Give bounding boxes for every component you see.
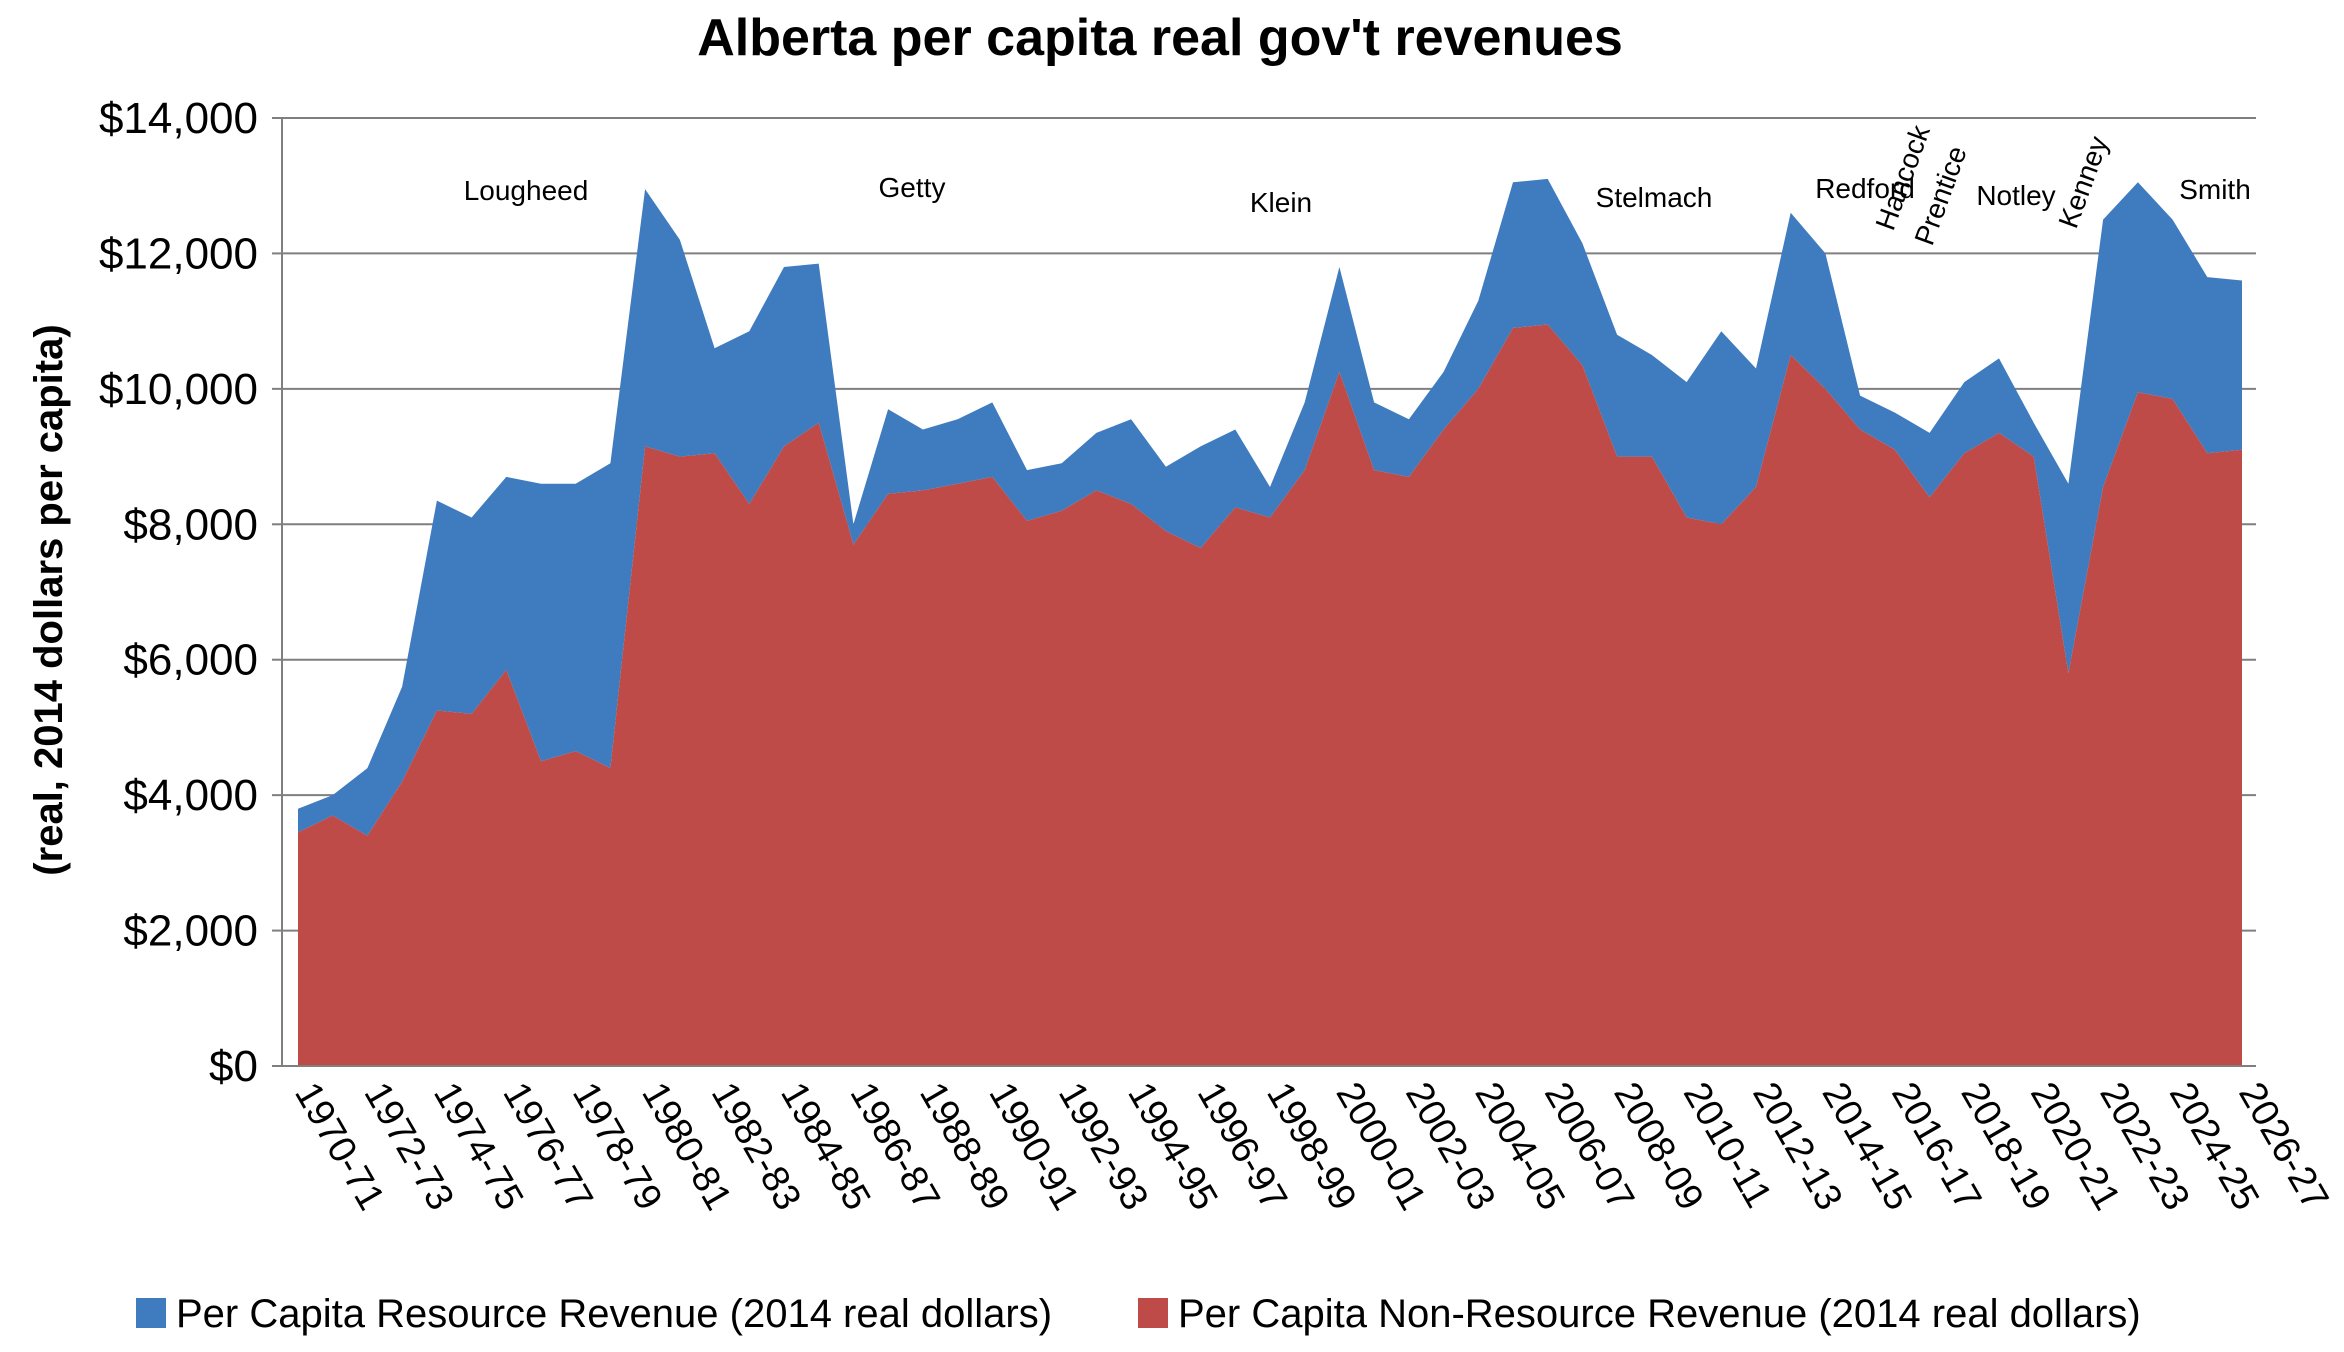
annotation-kenney: Kenney <box>2053 132 2115 232</box>
chart-title: Alberta per capita real gov't revenues <box>697 9 1623 67</box>
y-axis-label: (real, 2014 dollars per capita) <box>27 324 71 875</box>
annotation-smith: Smith <box>2179 174 2251 205</box>
annotation-redford: Redford <box>1815 173 1915 204</box>
premier-annotations: Lougheed Getty Klein Stelmach RedfordHancock… <box>464 120 2251 249</box>
legend-swatch-non-resource <box>1138 1298 1168 1328</box>
x-tick-labels: 1970-711972-731974-751976-771978-791980-… <box>286 1076 2336 1218</box>
y-tick-label: $0 <box>209 1042 258 1091</box>
annotation-notley: Notley <box>1976 180 2055 211</box>
annotation-stelmach: Stelmach <box>1596 182 1713 213</box>
y-tick-label: $14,000 <box>99 94 258 143</box>
y-tick-label: $4,000 <box>123 771 258 820</box>
legend: Per Capita Resource Revenue (2014 real d… <box>136 1292 2141 1336</box>
annotation-lougheed: Lougheed <box>464 175 589 206</box>
y-tick-label: $10,000 <box>99 365 258 414</box>
y-tick-label: $6,000 <box>123 636 258 685</box>
series-area-non-resource-revenue <box>298 324 2242 1066</box>
legend-label-resource: Per Capita Resource Revenue (2014 real d… <box>176 1292 1052 1336</box>
annotation-getty: Getty <box>879 172 946 203</box>
y-tick-labels: $0 $2,000 $4,000 $6,000 $8,000 $10,000 $12,000… <box>99 94 282 1091</box>
axes <box>281 118 2256 1067</box>
y-tick-label: $12,000 <box>99 229 258 278</box>
annotation-klein: Klein <box>1250 187 1312 218</box>
y-tick-label: $2,000 <box>123 907 258 956</box>
plot-areas <box>298 178 2242 1066</box>
y-tick-label: $8,000 <box>123 500 258 549</box>
series-area-resource-revenue <box>298 178 2242 836</box>
legend-swatch-resource <box>136 1298 166 1328</box>
legend-label-non-resource: Per Capita Non-Resource Revenue (2014 re… <box>1178 1292 2141 1336</box>
